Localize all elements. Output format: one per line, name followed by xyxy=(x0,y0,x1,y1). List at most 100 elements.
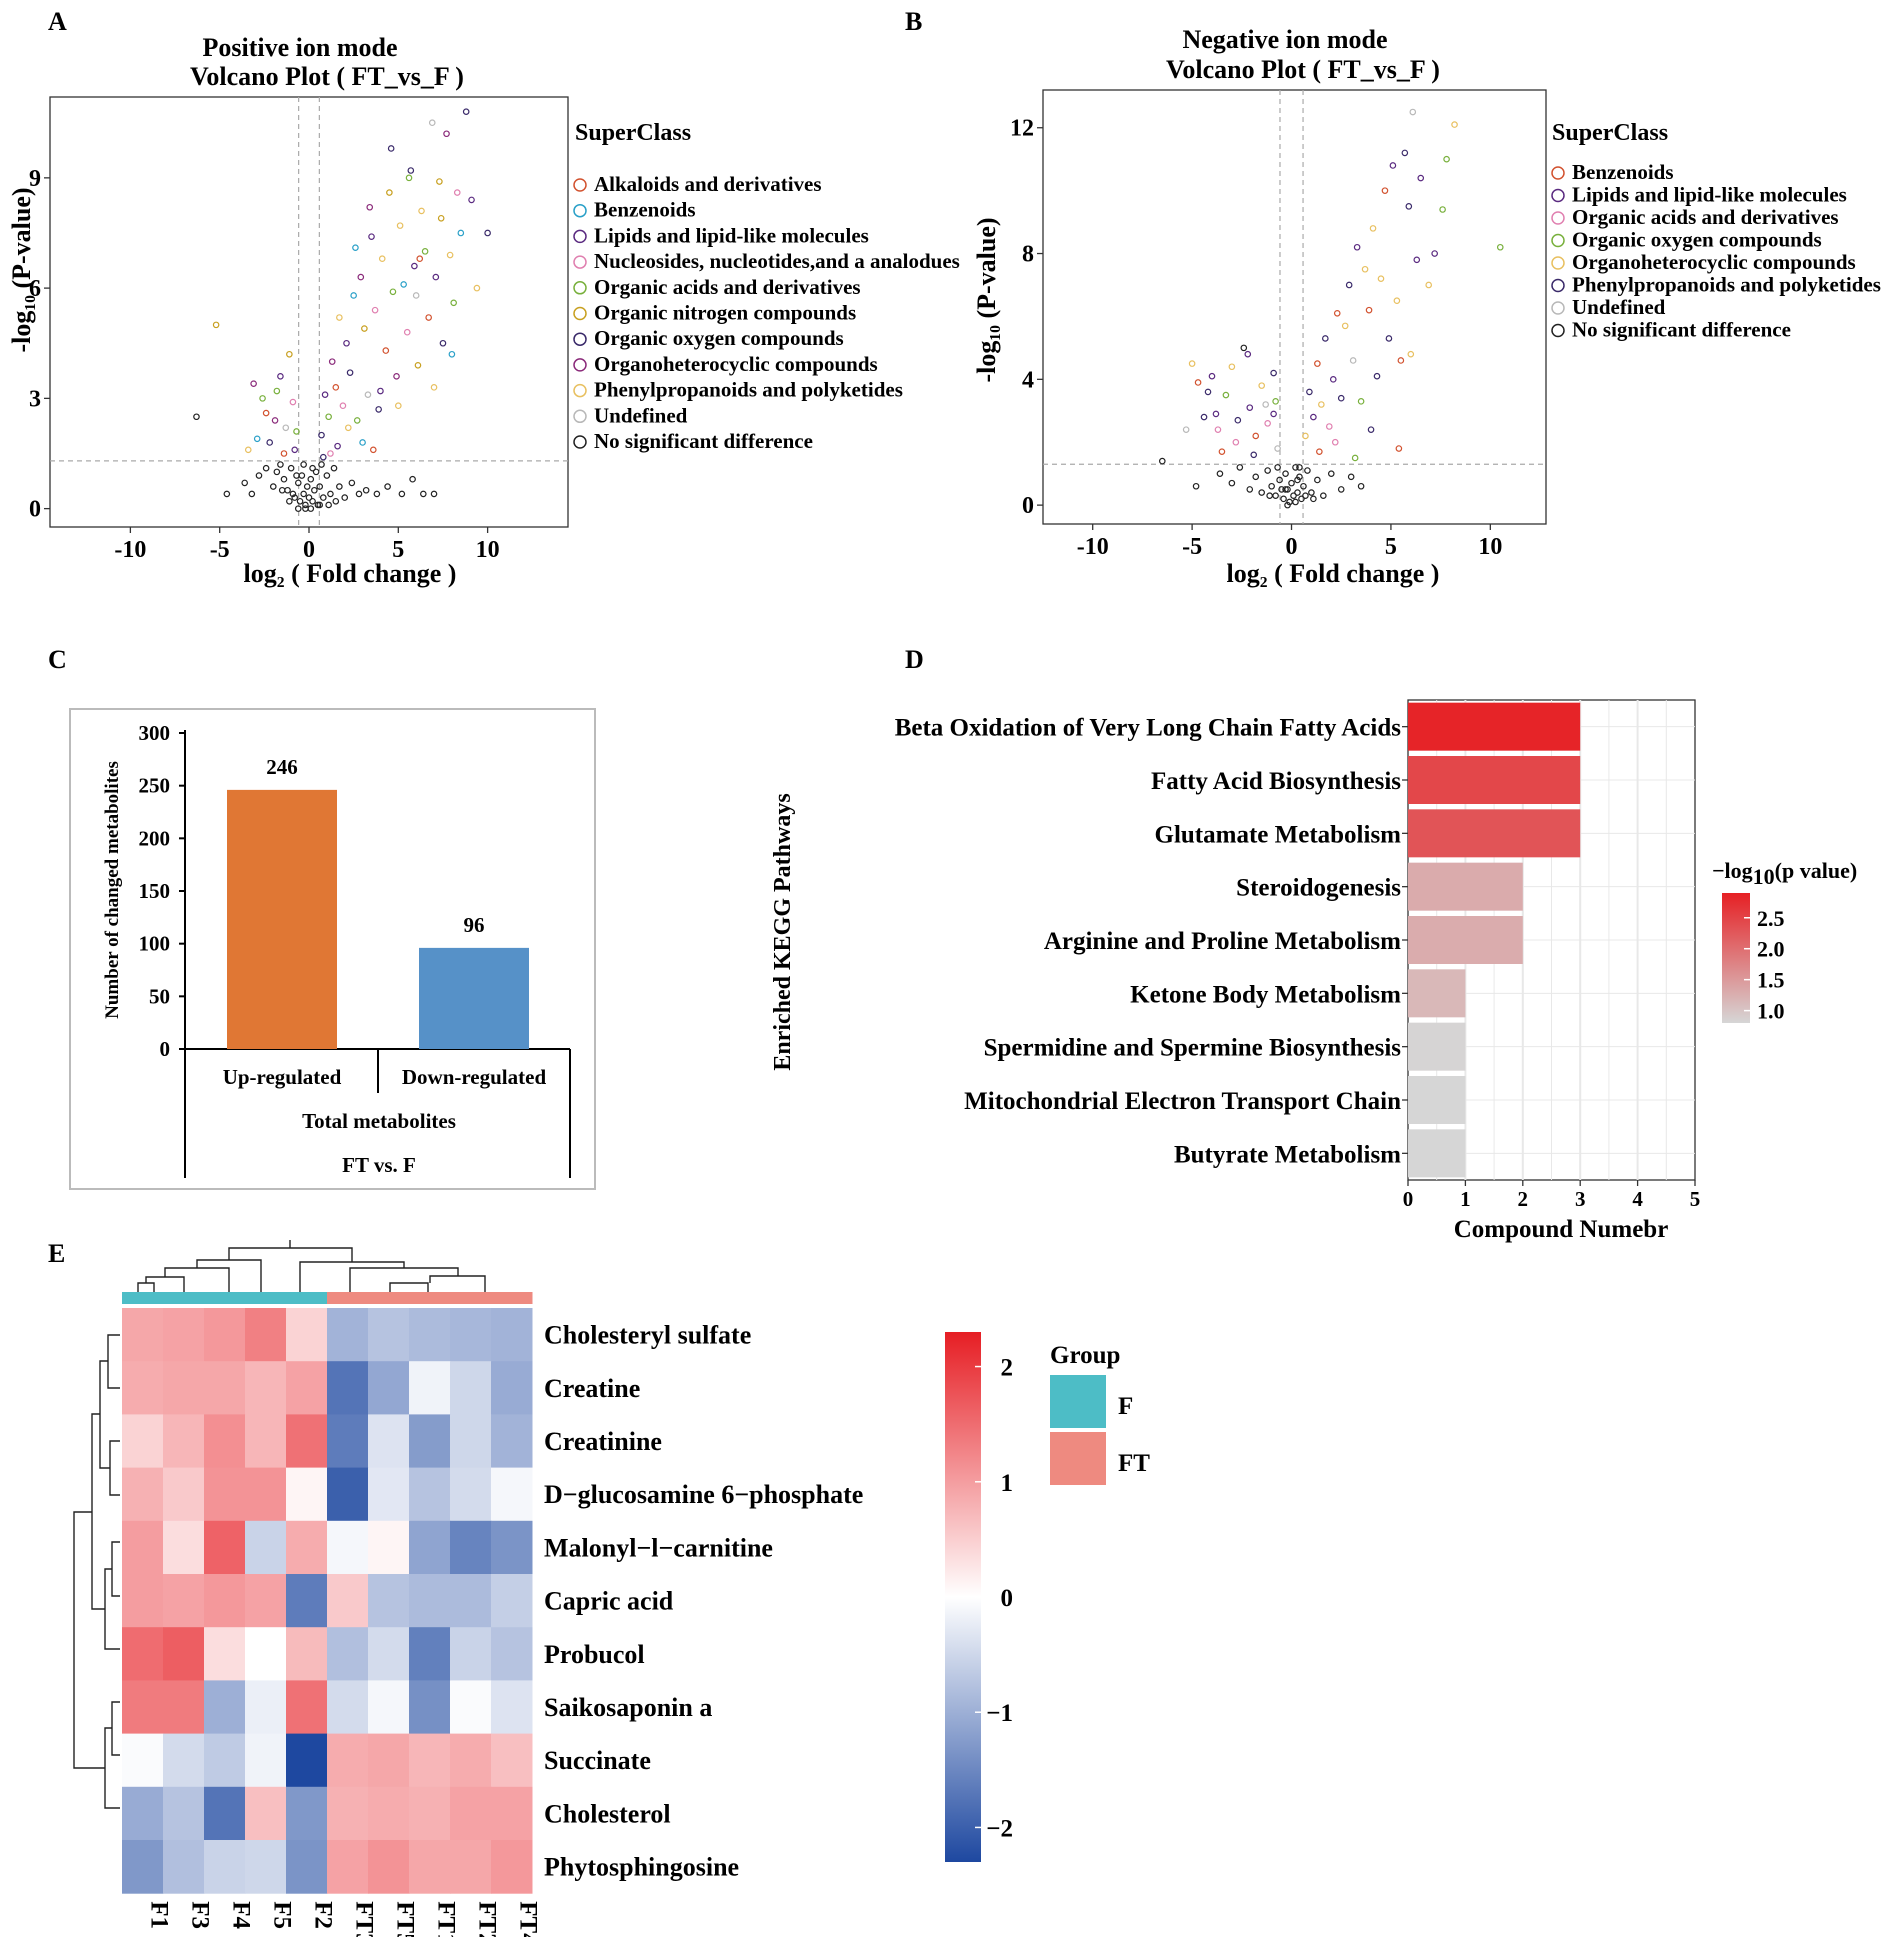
panel-d-xlabel: Compound Numebr xyxy=(1454,1216,1669,1243)
panel-a-point xyxy=(357,273,365,281)
panel-e-heatmap-cell xyxy=(368,1786,410,1841)
panel-e-heatmap-cell xyxy=(327,1467,369,1522)
panel-e-heatmap-cell xyxy=(368,1680,410,1735)
panel-e-heatmap: Cholesteryl sulfate Creatine Creatinine D−g… xyxy=(73,1240,1150,1937)
panel-b-point xyxy=(1431,250,1438,257)
panel-a-point xyxy=(286,497,293,505)
panel-a-point xyxy=(282,424,290,432)
panel-a-point xyxy=(436,178,443,185)
panel-a-point xyxy=(403,328,411,336)
panel-a-legend-marker xyxy=(573,358,587,372)
panel-a-point xyxy=(350,292,357,299)
panel-e-heatmap-cell xyxy=(409,1786,451,1841)
panel-letter-a: A xyxy=(48,7,67,36)
panel-b-point xyxy=(1353,243,1361,251)
panel-e-heatmap-cell xyxy=(450,1786,492,1841)
panel-b-point xyxy=(1228,363,1236,371)
panel-letter-b: B xyxy=(905,7,922,36)
panel-b-point xyxy=(1381,187,1389,194)
panel-e-heatmap-cell xyxy=(286,1733,328,1788)
panel-a-point xyxy=(370,446,377,454)
panel-e-group-bar-cell xyxy=(327,1292,369,1304)
panel-b-point xyxy=(1337,486,1345,493)
panel-c-category-label: Down-regulated xyxy=(402,1065,547,1089)
panel-a-point xyxy=(446,251,454,259)
panel-d-ylabel: Enriched KEGG Pathways xyxy=(770,793,796,1070)
panel-a-point xyxy=(307,505,315,512)
panel-a-point xyxy=(327,490,334,498)
panel-a-point xyxy=(425,314,432,321)
panel-a-point xyxy=(266,439,274,446)
panel-b-point xyxy=(1349,357,1357,364)
panel-b-point xyxy=(1276,476,1283,484)
panel-b-point xyxy=(1308,489,1315,496)
panel-b-point xyxy=(1288,479,1295,487)
panel-b-plot-frame xyxy=(1042,89,1547,525)
panel-e-heatmap-cell xyxy=(286,1414,328,1469)
panel-e-heatmap-cell xyxy=(245,1840,287,1894)
panel-b-point xyxy=(1246,486,1254,493)
panel-d-colorbar-tick-label: 2.0 xyxy=(1757,937,1785,962)
panel-a-point xyxy=(353,417,361,424)
panel-e-heatmap-cell xyxy=(450,1361,492,1415)
panel-e-heatmap-cell xyxy=(409,1733,451,1788)
panel-b-point xyxy=(1451,121,1458,128)
panel-a-point xyxy=(296,497,304,505)
panel-a-ylabel: -log₁₀ (P-value) xyxy=(7,187,36,352)
panel-a-point xyxy=(405,174,413,182)
panel-b-point xyxy=(1282,470,1289,477)
panel-a-ytick-label: 9 xyxy=(29,166,41,192)
panel-a-point xyxy=(473,284,481,292)
panel-a-point xyxy=(346,369,354,376)
panel-e-row-label: Cholesterol xyxy=(544,1799,671,1828)
panel-b-point xyxy=(1367,426,1375,433)
panel-a-point xyxy=(311,486,318,494)
panel-b-point xyxy=(1158,457,1166,465)
panel-a-point xyxy=(361,325,368,332)
panel-b-point xyxy=(1365,306,1373,314)
panel-b-point xyxy=(1405,203,1413,210)
panel-e-heatmap-cell xyxy=(286,1574,328,1628)
panel-a-point xyxy=(302,505,309,512)
panel-b-legend-marker xyxy=(1551,211,1565,225)
panel-e-group-bar-cell xyxy=(163,1292,205,1304)
panel-e-row-label: Malonyl−l−carnitine xyxy=(544,1533,773,1562)
panel-b-point xyxy=(1407,350,1415,358)
panel-a-legend-label: No significant difference xyxy=(594,429,813,453)
panel-a-point xyxy=(319,494,327,501)
panel-b-point xyxy=(1314,360,1321,367)
panel-a-legend-marker xyxy=(573,178,587,192)
panel-a-xtick-label: -10 xyxy=(114,537,146,563)
panel-d-pathway-label: Beta Oxidation of Very Long Chain Fatty … xyxy=(895,715,1402,742)
panel-a-legend-label: Organic nitrogen compounds xyxy=(594,301,856,325)
panel-a-point xyxy=(339,402,347,410)
panel-e-colorbar-tick-label: 0 xyxy=(1001,1585,1014,1612)
panel-a-point xyxy=(318,461,325,468)
panel-a-legend-label: Benzenoids xyxy=(594,198,696,222)
panel-a-point xyxy=(332,384,340,391)
panel-e-heatmap-cell xyxy=(409,1574,451,1628)
panel-e-heatmap-cell xyxy=(204,1467,246,1522)
panel-e-colorbar-tick-label: −1 xyxy=(986,1700,1013,1727)
panel-a-point xyxy=(377,387,384,395)
panel-b-point xyxy=(1188,360,1196,367)
panel-b-legend-title: SuperClass xyxy=(1552,120,1668,146)
panel-a-point xyxy=(395,402,402,410)
panel-b-point xyxy=(1258,489,1265,496)
panel-e-column-label: FT4 xyxy=(515,1901,542,1937)
group-swatch-ft xyxy=(1050,1432,1106,1485)
panel-e-heatmap-cell xyxy=(204,1414,246,1469)
panel-b-legend-marker xyxy=(1551,301,1565,315)
panel-b-point xyxy=(1329,376,1337,383)
panel-a-point xyxy=(387,145,395,152)
panel-b-point xyxy=(1322,335,1329,342)
panel-a-point xyxy=(348,479,356,487)
panel-a-point xyxy=(302,501,309,509)
panel-c-ytick-label: 300 xyxy=(139,721,171,745)
panel-b-point xyxy=(1290,492,1297,499)
panel-e-heatmap-cell xyxy=(286,1520,328,1575)
panel-b-point xyxy=(1236,464,1244,471)
panel-a-point xyxy=(341,494,349,501)
panel-e-column-label: FT3 xyxy=(351,1901,378,1937)
panel-d-xtick-label: 2 xyxy=(1518,1187,1529,1211)
